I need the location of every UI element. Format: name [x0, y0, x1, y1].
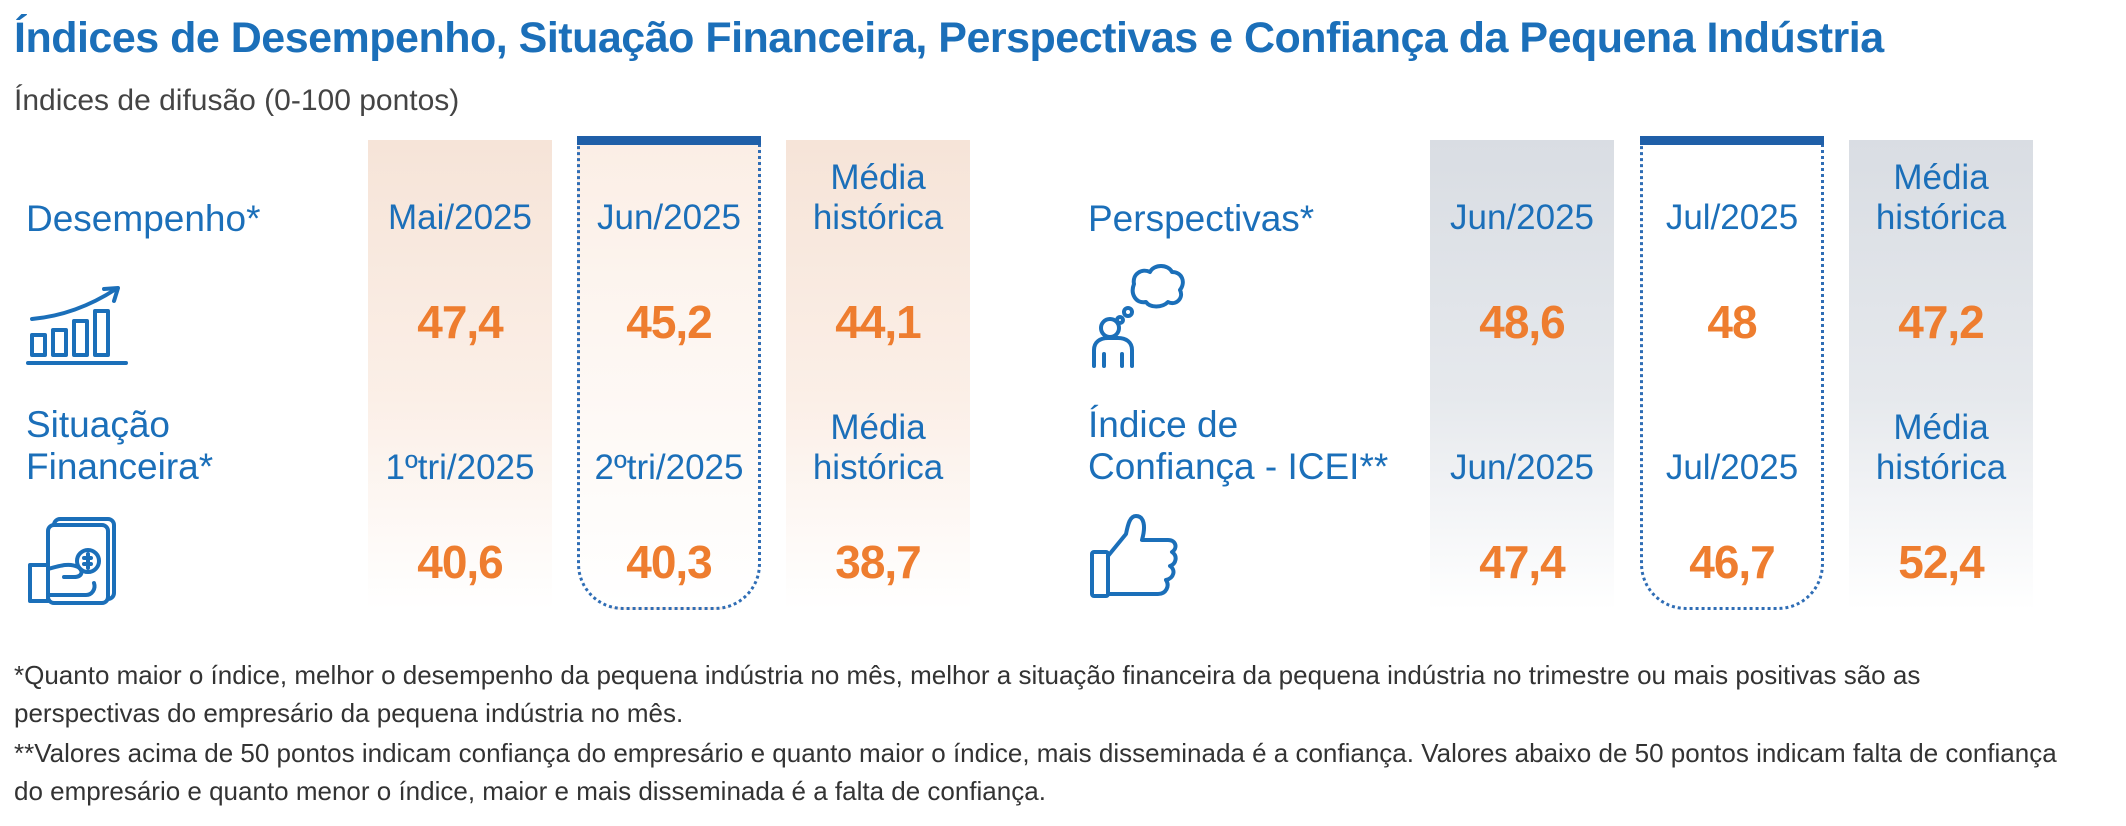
footnote-line: perspectivas do empresário da pequena in…: [14, 698, 684, 728]
column-header: 2ºtri/2025: [594, 448, 744, 487]
value-desempenho-media: 44,1: [835, 296, 922, 348]
column-bg-right-current: [1640, 140, 1824, 610]
growth-bar-chart-icon: [26, 285, 130, 367]
section-label-perspectivas: Perspectivas*: [1088, 198, 1315, 239]
column-header: Jun/2025: [1449, 448, 1595, 487]
column-header: Jul/2025: [1665, 448, 1799, 487]
column-bg-left-1: [368, 140, 552, 610]
column-bg-right-3: [1849, 140, 2033, 610]
column-bg-left-current: [577, 140, 761, 610]
value-situacao-current: 40,3: [626, 536, 713, 588]
page-subtitle: Índices de difusão (0-100 pontos): [14, 84, 460, 117]
footnote-line: **Valores acima de 50 pontos indicam con…: [14, 738, 2057, 768]
section-label-desempenho: Desempenho*: [26, 198, 261, 239]
section-label-icei: Índice de Confiança - ICEI**: [1088, 404, 1389, 487]
value-desempenho-prev: 47,4: [417, 296, 504, 348]
value-situacao-prev: 40,6: [417, 536, 504, 588]
column-header: Jun/2025: [1449, 198, 1595, 237]
footnote-line: do empresário e quanto menor o índice, m…: [14, 776, 1046, 806]
column-header-media-historica: Média histórica: [812, 408, 944, 487]
column-header-media-historica: Média histórica: [812, 158, 944, 237]
value-situacao-media: 38,7: [835, 536, 922, 588]
column-header: Jun/2025: [596, 198, 742, 237]
footnote-line: *Quanto maior o índice, melhor o desempe…: [14, 660, 1921, 690]
current-period-bar-right: [1640, 136, 1824, 145]
page-title: Índices de Desempenho, Situação Financei…: [14, 14, 1884, 62]
person-thinking-icon: [1088, 258, 1188, 370]
section-label-situacao-financeira: Situação Financeira*: [26, 404, 214, 487]
value-perspectivas-prev: 48,6: [1479, 296, 1566, 348]
value-desempenho-current: 45,2: [626, 296, 713, 348]
value-icei-prev: 47,4: [1479, 536, 1566, 588]
thumbs-up-icon: [1088, 510, 1180, 602]
current-period-bar-left: [577, 136, 761, 145]
column-header: Jul/2025: [1665, 198, 1799, 237]
column-header-media-historica: Média histórica: [1875, 158, 2007, 237]
value-icei-media: 52,4: [1898, 536, 1985, 588]
column-header-media-historica: Média histórica: [1875, 408, 2007, 487]
hand-holding-money-icon: [26, 515, 122, 605]
value-perspectivas-media: 47,2: [1898, 296, 1985, 348]
column-header: 1ºtri/2025: [385, 448, 535, 487]
column-header: Mai/2025: [388, 198, 532, 237]
value-perspectivas-current: 48: [1707, 296, 1757, 348]
column-bg-left-3: [786, 140, 970, 610]
value-icei-current: 46,7: [1689, 536, 1776, 588]
column-bg-right-1: [1430, 140, 1614, 610]
